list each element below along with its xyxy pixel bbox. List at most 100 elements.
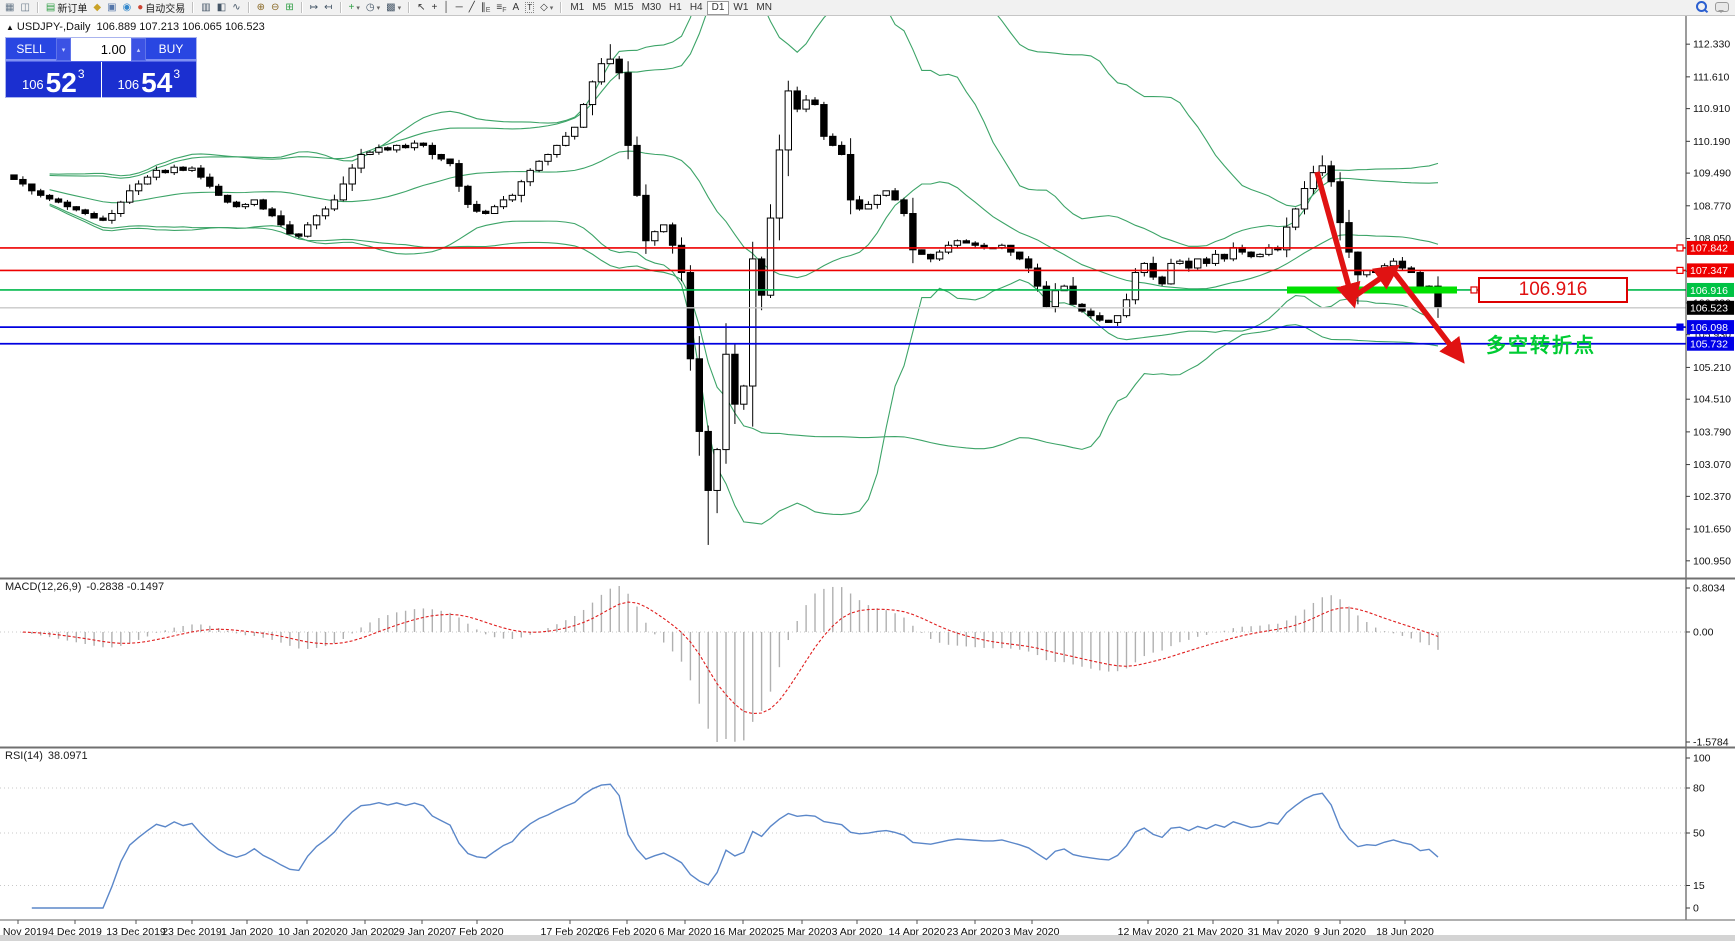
cursor-icon[interactable]: ↖ xyxy=(417,2,426,13)
hline-handle[interactable] xyxy=(1676,323,1684,331)
volume-input[interactable]: 1.00 xyxy=(71,38,131,61)
svg-text:100.950: 100.950 xyxy=(1693,555,1731,567)
svg-text:110.190: 110.190 xyxy=(1693,136,1730,148)
fibonacci-tool-icon[interactable]: ≡ F xyxy=(496,2,507,14)
volume-increase-button[interactable]: ▴ xyxy=(131,38,146,61)
toolbar-separator xyxy=(36,2,39,13)
auto-trading-icon[interactable]: ● 自动交易 xyxy=(137,2,186,15)
macd-label: MACD(12,26,9) -0.2838 -0.1497 xyxy=(5,581,164,593)
toolbar-group-zoom: ⊕ ⊖ ⊞ xyxy=(252,0,299,15)
svg-text:103.070: 103.070 xyxy=(1693,459,1731,471)
buy-button[interactable]: BUY xyxy=(146,38,196,61)
chart-shift-icon[interactable]: ↤ xyxy=(324,2,333,13)
trend-arrow-3[interactable] xyxy=(1391,270,1465,364)
svg-text:-1.5784: -1.5784 xyxy=(1693,737,1729,749)
toolbar-separator xyxy=(560,2,563,13)
candles-layer xyxy=(10,44,1442,545)
trend-arrow-2[interactable] xyxy=(1350,264,1401,301)
auto-scroll-icon[interactable]: ↦ xyxy=(309,2,319,13)
bar-chart-mode-icon[interactable]: ▥ xyxy=(201,2,211,13)
ask-main: 54 xyxy=(141,66,173,98)
trend-arrow-1[interactable] xyxy=(1314,171,1361,309)
candlestick-mode-icon[interactable]: ◧ xyxy=(216,2,227,13)
trendline-tool-icon[interactable]: ╱ xyxy=(468,2,475,13)
hline-handle[interactable] xyxy=(1676,266,1684,274)
pricebox-anchor-handle[interactable] xyxy=(1470,286,1478,294)
text-tool-icon[interactable]: A xyxy=(512,2,520,13)
bid-sup: 3 xyxy=(77,67,85,81)
tf-m5-button[interactable]: M5 xyxy=(592,2,607,13)
chart-annotation-text[interactable]: 多空转折点 xyxy=(1486,335,1596,357)
crosshair-icon[interactable]: + xyxy=(431,2,438,13)
svg-text:105.210: 105.210 xyxy=(1693,362,1731,374)
templates-icon[interactable]: ▩ ▾ xyxy=(386,2,402,13)
ask-sup: 3 xyxy=(173,67,181,81)
signals-icon[interactable]: ◉ xyxy=(122,2,132,13)
svg-text:50: 50 xyxy=(1693,828,1705,840)
svg-text:102.370: 102.370 xyxy=(1693,491,1731,503)
svg-text:106.523: 106.523 xyxy=(1690,303,1728,315)
chart-styler-icon[interactable]: ◆ xyxy=(93,2,102,13)
svg-text:108.770: 108.770 xyxy=(1693,200,1731,212)
tf-d1-button[interactable]: D1 xyxy=(706,0,730,15)
toolbar-separator xyxy=(408,2,411,13)
tf-h4-button[interactable]: H4 xyxy=(689,2,703,13)
volume-decrease-button[interactable]: ▾ xyxy=(56,38,71,61)
svg-text:103.790: 103.790 xyxy=(1693,426,1731,438)
one-click-trade-panel: SELL ▾ 1.00 ▴ BUY 106 52 3 106 54 3 xyxy=(5,37,197,98)
channel-tool-icon[interactable]: ∥ E xyxy=(480,2,491,14)
svg-text:100: 100 xyxy=(1693,753,1711,765)
bid-price-button[interactable]: 106 52 3 xyxy=(6,62,102,98)
ask-prefix: 106 xyxy=(117,77,140,92)
line-chart-mode-icon[interactable]: ∿ xyxy=(232,2,241,13)
svg-text:106.098: 106.098 xyxy=(1690,322,1728,334)
toolbar-group-draw-tools: ↖ + │ ─ ╱ ∥ E ≡ F A T ◇ ▾ xyxy=(412,0,558,15)
hline-handle[interactable] xyxy=(1676,244,1684,252)
tf-m15-button[interactable]: M15 xyxy=(614,2,634,13)
sell-button[interactable]: SELL xyxy=(6,38,56,61)
svg-text:105.732: 105.732 xyxy=(1690,339,1728,351)
zoom-in-icon[interactable]: ⊕ xyxy=(256,2,265,13)
label-tool-icon[interactable]: T xyxy=(525,2,535,13)
price-callout-box[interactable]: 106.916 xyxy=(1478,277,1628,303)
tf-h1-button[interactable]: H1 xyxy=(669,2,682,13)
new-chart-icon[interactable]: ▦ xyxy=(5,2,15,13)
macd-values: -0.2838 -0.1497 xyxy=(86,581,165,593)
symbol-name: USDJPY-,Daily xyxy=(16,21,91,33)
shapes-tool-icon[interactable]: ◇ ▾ xyxy=(540,2,554,13)
tf-mn-button[interactable]: MN xyxy=(756,2,772,13)
svg-text:104.510: 104.510 xyxy=(1693,394,1731,406)
toolbar-separator xyxy=(300,2,303,13)
profiles-icon[interactable]: ◫ xyxy=(20,2,30,13)
new-order-icon[interactable]: ▤ 新订单 xyxy=(45,2,88,15)
chat-icon[interactable] xyxy=(1715,1,1729,13)
svg-text:0: 0 xyxy=(1693,903,1699,915)
tile-windows-icon[interactable]: ⊞ xyxy=(285,2,294,13)
toolbar-separator xyxy=(339,2,342,13)
svg-text:112.330: 112.330 xyxy=(1693,39,1730,51)
ask-price-button[interactable]: 106 54 3 xyxy=(102,62,197,98)
macd-panel xyxy=(0,586,1686,742)
tf-m30-button[interactable]: M30 xyxy=(641,2,662,13)
indicators-icon[interactable]: + ▾ xyxy=(348,2,360,13)
svg-text:15: 15 xyxy=(1693,880,1705,892)
tf-w1-button[interactable]: W1 xyxy=(733,2,749,13)
periods-icon[interactable]: ◷ ▾ xyxy=(365,2,381,13)
toolbar-separator xyxy=(192,2,195,13)
horizontal-line-tool-icon[interactable]: ─ xyxy=(455,2,463,13)
toolbar-group-chart-modes: ▥ ◧ ∿ xyxy=(196,0,245,15)
bid-main: 52 xyxy=(45,66,77,98)
zoom-out-icon[interactable]: ⊖ xyxy=(270,2,280,13)
symbol-ohlc-line: ▲ USDJPY-,Daily 106.889 107.213 106.065 10… xyxy=(6,21,265,33)
svg-text:101.650: 101.650 xyxy=(1693,524,1731,536)
toolbar-group-windows: ▦ ◫ xyxy=(0,0,35,15)
vertical-line-tool-icon[interactable]: │ xyxy=(443,2,450,13)
rsi-panel xyxy=(0,783,1686,909)
tf-m1-button[interactable]: M1 xyxy=(570,2,585,13)
rsi-value: 38.0971 xyxy=(47,750,88,762)
bid-prefix: 106 xyxy=(21,77,44,92)
macd-name: MACD(12,26,9) xyxy=(5,581,82,593)
search-icon[interactable] xyxy=(1696,1,1707,12)
expert-advisors-icon[interactable]: ▣ xyxy=(107,2,117,13)
